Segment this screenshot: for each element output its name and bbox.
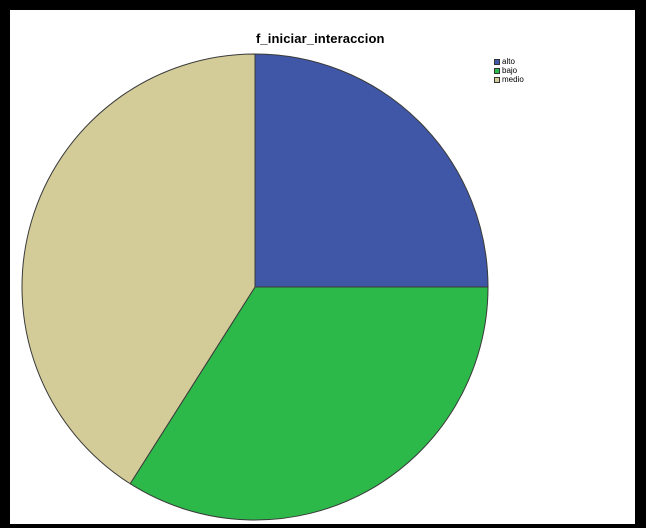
legend-label-bajo: bajo bbox=[502, 66, 518, 75]
chart-legend: alto bajo medio bbox=[494, 57, 524, 84]
pie-slice-medio bbox=[21, 53, 256, 485]
legend-item-alto: alto bbox=[494, 57, 524, 66]
legend-swatch-medio bbox=[494, 76, 500, 83]
legend-label-medio: medio bbox=[502, 75, 524, 84]
legend-swatch-bajo bbox=[494, 67, 500, 74]
legend-item-bajo: bajo bbox=[494, 66, 524, 75]
chart-title: f_iniciar_interaccion bbox=[256, 31, 385, 46]
pie-slice-bajo bbox=[129, 286, 489, 521]
legend-label-alto: alto bbox=[502, 57, 515, 66]
legend-item-medio: medio bbox=[494, 75, 524, 84]
pie-slice-alto bbox=[254, 53, 489, 288]
legend-swatch-alto bbox=[494, 58, 500, 65]
